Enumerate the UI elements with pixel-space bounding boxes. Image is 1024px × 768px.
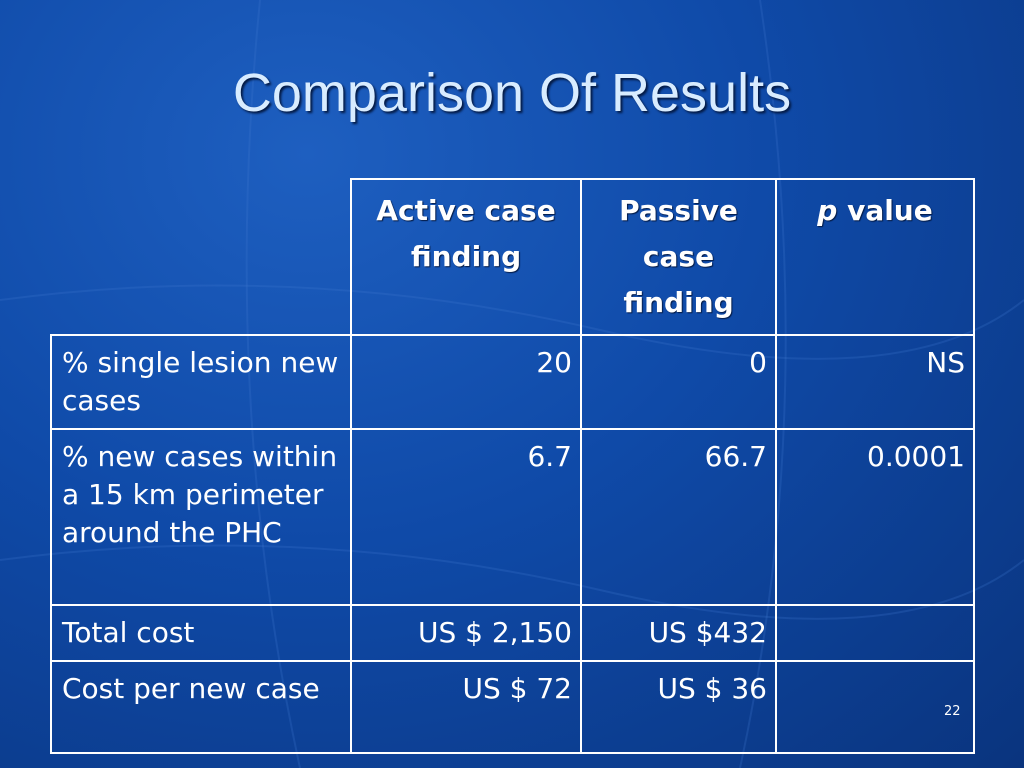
results-table: Active case finding Passive case finding…	[50, 178, 975, 754]
empty-cell	[775, 660, 975, 754]
table-body: % single lesion new cases 20 0 NS% new case…	[50, 334, 975, 754]
cell-value: US $ 72	[350, 660, 582, 754]
column-header: Passive case finding	[580, 178, 777, 336]
cell-value: US $432	[580, 604, 777, 662]
empty-cell	[775, 604, 975, 662]
row-label: Total cost	[50, 604, 352, 662]
slide-title: Comparison Of Results	[232, 63, 792, 123]
table-row: Total cost US $ 2,150 US $432	[50, 604, 975, 662]
table-row: Cost per new case US $ 72 US $ 36	[50, 660, 975, 754]
cell-value: NS	[775, 334, 975, 430]
cell-value: US $ 2,150	[350, 604, 582, 662]
row-label: % new cases within a 15 km perimeter aro…	[50, 428, 352, 606]
cell-value: 0	[580, 334, 777, 430]
table-row: % new cases within a 15 km perimeter aro…	[50, 428, 975, 606]
empty-cell	[51, 179, 352, 336]
column-header: p value	[775, 178, 975, 336]
table-row: % single lesion new cases 20 0 NS	[50, 334, 975, 430]
cell-value: 66.7	[580, 428, 777, 606]
row-label: % single lesion new cases	[50, 334, 352, 430]
row-label: Cost per new case	[50, 660, 352, 754]
header-text: value	[847, 194, 933, 227]
cell-value: 6.7	[350, 428, 582, 606]
italic-symbol: p	[817, 194, 838, 227]
page-number: 22	[944, 704, 961, 719]
cell-value: 20	[350, 334, 582, 430]
cell-value: US $ 36	[580, 660, 777, 754]
cell-value: 0.0001	[775, 428, 975, 606]
column-header: Active case finding	[350, 178, 582, 336]
